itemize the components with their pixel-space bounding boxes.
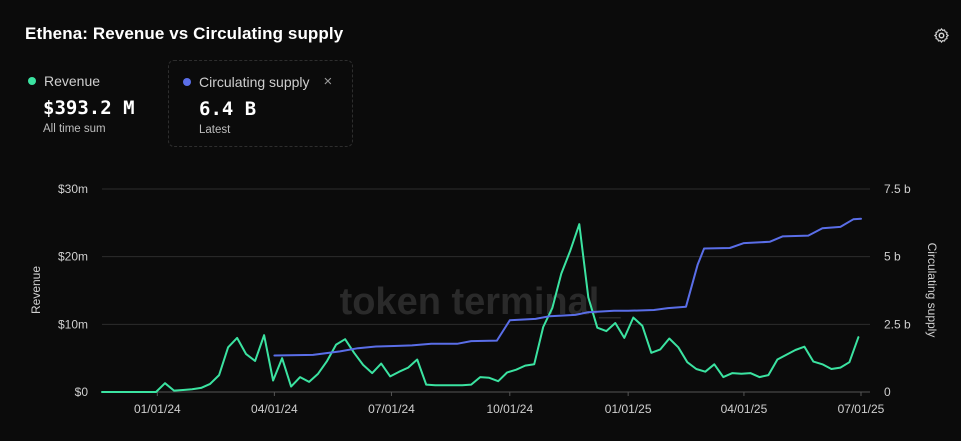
x-tick-label: 10/01/24 — [486, 402, 533, 416]
chart-title: Ethena: Revenue vs Circulating supply — [25, 24, 344, 43]
x-tick-label: 01/01/25 — [605, 402, 652, 416]
supply-value: 6.4 B — [199, 98, 257, 120]
axes: $0 0 $10m 2.5 b $20m 5 b $30m 7.5 b 01/01/24 04/0… — [58, 182, 911, 416]
revenue-line — [101, 223, 860, 393]
x-tick-label: 07/01/25 — [838, 402, 885, 416]
grid — [102, 188, 870, 393]
x-tick-label: 04/01/24 — [251, 402, 298, 416]
circulating-supply-line — [273, 217, 862, 357]
series-lines — [101, 217, 862, 393]
y-right-tick-label: 5 b — [884, 250, 901, 264]
y-left-tick-label: $10m — [58, 317, 88, 331]
y-left-tick-label: $20m — [58, 250, 88, 264]
y-left-tick-label: $0 — [75, 385, 89, 399]
x-tick-label: 01/01/24 — [134, 402, 181, 416]
revenue-dot — [28, 77, 36, 85]
supply-dot — [183, 78, 191, 86]
gear-icon[interactable] — [933, 27, 950, 44]
y-right-tick-label: 2.5 b — [884, 317, 911, 331]
y-right-tick-label: 7.5 b — [884, 182, 911, 196]
y-left-axis-title: Revenue — [29, 266, 43, 314]
revenue-value: $393.2 M — [43, 97, 135, 119]
x-tick-label: 04/01/25 — [721, 402, 768, 416]
supply-legend-label: Circulating supply — [199, 74, 310, 90]
y-right-axis-title: Circulating supply — [925, 243, 939, 338]
supply-legend-card[interactable]: Circulating supply × 6.4 B Latest — [168, 60, 353, 147]
revenue-legend-card[interactable]: Revenue $393.2 M All time sum — [16, 60, 156, 147]
y-left-tick-label: $30m — [58, 182, 88, 196]
watermark: token terminal_ — [340, 281, 622, 323]
revenue-legend-label: Revenue — [44, 73, 101, 89]
revenue-sub: All time sum — [43, 123, 106, 135]
close-icon[interactable]: × — [323, 73, 333, 90]
y-right-tick-label: 0 — [884, 385, 891, 399]
supply-sub: Latest — [199, 124, 231, 136]
x-tick-label: 07/01/24 — [368, 402, 415, 416]
